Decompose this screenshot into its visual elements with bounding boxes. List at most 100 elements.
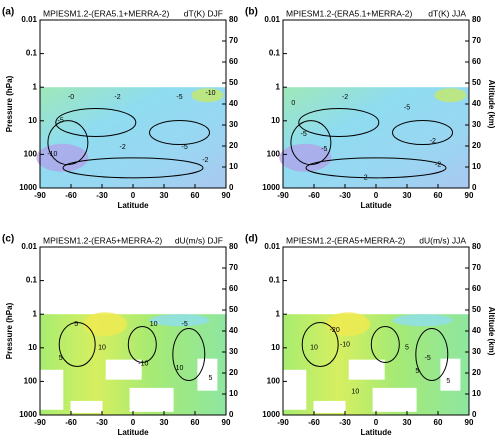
panel: (a) MPIESM1.2-(ERA5.1+MERRA-2) dT(K) DJF -9… — [2, 7, 238, 210]
y-tick-label: 100 — [24, 150, 38, 159]
x-tick-label: 30 — [160, 191, 169, 200]
contour-label: 0 — [291, 100, 295, 107]
y2-tick-label: 0 — [472, 410, 477, 419]
x-tick-label: -90 — [277, 418, 289, 427]
y2-tick-label: 50 — [229, 305, 238, 314]
contour-label: -10 — [138, 361, 148, 368]
field-blob — [326, 312, 371, 337]
x-tick-label: 60 — [434, 191, 443, 200]
contour-label: -10 — [47, 151, 57, 158]
y2-axis-label: Altitude (km) — [487, 307, 496, 356]
x-tick-label: 90 — [222, 418, 231, 427]
contour-line — [392, 120, 453, 146]
panel-title: MPIESM1.2-(ERA5.1+MERRA-2) — [43, 8, 170, 18]
contour-label: 10 — [310, 345, 318, 352]
contour-line — [298, 107, 380, 137]
panel-title: MPIESM1.2-(ERA5+MERRA-2) — [286, 235, 405, 245]
y2-tick-label: 10 — [229, 162, 238, 171]
contour-label: -5 — [182, 144, 188, 151]
panel-label: (b) — [245, 7, 258, 18]
contour-label: 5 — [74, 321, 78, 328]
contour-line — [370, 325, 400, 363]
contour-label: -5 — [301, 131, 307, 138]
contour-label: -5 — [182, 321, 188, 328]
x-tick-label: 60 — [434, 418, 443, 427]
panel-subtitle: dU(m/s) JJA — [419, 235, 466, 245]
missing — [105, 359, 142, 380]
x-tick-label: -90 — [277, 191, 289, 200]
contour-line — [301, 321, 339, 367]
panel-label: (c) — [2, 234, 14, 245]
contour-label: -5 — [58, 118, 64, 125]
panel-subtitle: dT(K) JJA — [428, 8, 466, 18]
contour-label: 10 — [98, 345, 106, 352]
y2-tick-label: 70 — [229, 263, 238, 272]
contour-label: 5 — [446, 378, 450, 385]
y2-tick-label: 20 — [472, 368, 481, 377]
y2-tick-label: 50 — [229, 78, 238, 87]
y2-tick-label: 70 — [472, 36, 481, 45]
panel: (b) MPIESM1.2-(ERA5.1+MERRA-2) dT(K) JJA -9… — [245, 7, 496, 210]
contour-label: 5 — [405, 345, 409, 352]
contour-label: -20 — [330, 327, 340, 334]
x-tick-label: 30 — [403, 191, 412, 200]
y2-axis-label: Altitude (km) — [487, 80, 496, 129]
contour-label: -2 — [202, 157, 208, 164]
y2-tick-label: 80 — [472, 242, 481, 251]
y-tick-label: 100 — [267, 150, 281, 159]
y-tick-label: 10 — [271, 343, 280, 352]
x-axis-label: Latitude — [360, 201, 392, 210]
x-axis-label: Latitude — [360, 428, 392, 437]
y2-tick-label: 80 — [229, 15, 238, 24]
x-tick-label: -30 — [96, 191, 108, 200]
y-tick-label: 0.1 — [269, 49, 281, 58]
y2-tick-label: 40 — [229, 326, 238, 335]
y-tick-label: 0.1 — [26, 276, 38, 285]
field-blob — [83, 312, 128, 337]
panel-label: (d) — [245, 234, 258, 245]
contour-label: -2 — [342, 94, 348, 101]
x-tick-label: -90 — [34, 191, 46, 200]
contour-label: -5 — [425, 355, 431, 362]
x-tick-label: -30 — [96, 418, 108, 427]
y2-tick-label: 30 — [472, 347, 481, 356]
y2-tick-label: 50 — [472, 305, 481, 314]
y2-tick-label: 0 — [472, 183, 477, 192]
y2-tick-label: 10 — [229, 389, 238, 398]
y2-tick-label: 20 — [229, 368, 238, 377]
y-tick-label: 1 — [33, 82, 38, 91]
y2-tick-label: 30 — [472, 120, 481, 129]
y-tick-label: 10 — [271, 116, 280, 125]
contour-label: -0 — [68, 94, 74, 101]
x-tick-label: 0 — [131, 191, 136, 200]
panel-title: MPIESM1.2-(ERA5+MERRA-2) — [43, 235, 162, 245]
panel-subtitle: dU(m/s) DJF — [175, 235, 223, 245]
contour-label: 5 — [415, 368, 419, 375]
x-tick-label: 90 — [222, 191, 231, 200]
y-tick-label: 1000 — [19, 410, 37, 419]
field-blob — [149, 314, 210, 327]
y2-tick-label: 60 — [472, 57, 481, 66]
contour-label: -5 — [321, 146, 327, 153]
y-tick-label: 0.01 — [21, 242, 37, 251]
contour-label: -10 — [205, 90, 215, 97]
y-axis-label: Pressure (hPa) — [5, 302, 14, 359]
y-tick-label: 1000 — [262, 183, 280, 192]
contour-line — [172, 328, 206, 382]
y2-tick-label: 0 — [229, 183, 234, 192]
contour-label: -5 — [176, 94, 182, 101]
y2-tick-label: 60 — [229, 284, 238, 293]
y-axis-label: Pressure (hPa) — [5, 75, 14, 132]
y-tick-label: 1 — [276, 82, 281, 91]
contour-line — [58, 321, 96, 367]
field — [40, 87, 226, 188]
contour-label: 5 — [209, 375, 213, 382]
field-blob — [434, 88, 467, 103]
y2-tick-label: 40 — [472, 326, 481, 335]
missing — [129, 387, 174, 412]
missing — [313, 400, 346, 413]
y2-tick-label: 80 — [472, 15, 481, 24]
x-tick-label: 90 — [465, 191, 474, 200]
y2-tick-label: 70 — [472, 263, 481, 272]
x-axis-label: Latitude — [117, 428, 149, 437]
